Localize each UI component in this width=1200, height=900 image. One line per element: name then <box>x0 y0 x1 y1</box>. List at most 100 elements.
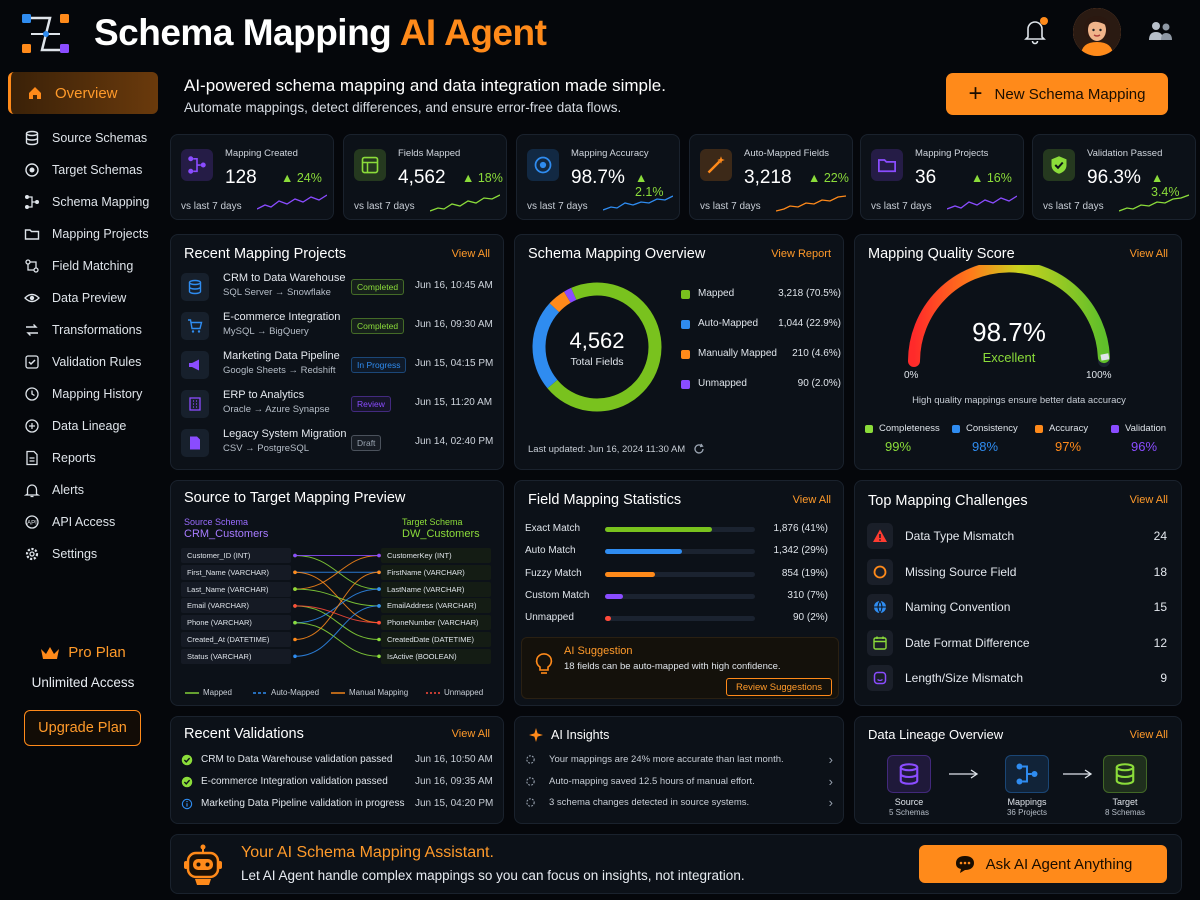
lineage-node-target[interactable]: Target 8 Schemas <box>1099 755 1151 817</box>
source-field[interactable]: Created_At (DATETIME) <box>181 632 291 647</box>
sidebar-item-overview[interactable]: Overview <box>8 72 158 114</box>
source-field[interactable]: Last_Name (VARCHAR) <box>181 581 291 597</box>
validation-row[interactable]: CRM to Data Warehouse validation passed J… <box>181 752 493 770</box>
sidebar-item-reports[interactable]: Reports <box>8 442 158 474</box>
lineage-node-mappings[interactable]: Mappings 36 Projects <box>1001 755 1053 817</box>
insight-row[interactable]: 3 schema changes detected in source syst… <box>525 795 837 813</box>
stat-card-mapping-created[interactable]: Mapping Created 128 ▲ 24% vs last 7 days <box>170 134 334 220</box>
field-stat-label: Auto Match <box>525 545 576 557</box>
source-schema-name: CRM_Customers <box>184 528 269 540</box>
quality-view-all-link[interactable]: View All <box>1129 248 1168 260</box>
project-row[interactable]: Marketing Data Pipeline Google Sheets → R… <box>181 347 493 383</box>
project-row[interactable]: CRM to Data Warehouse SQL Server → Snowfl… <box>181 269 493 305</box>
user-avatar[interactable] <box>1073 8 1121 56</box>
quality-note: High quality mappings ensure better data… <box>912 395 1126 406</box>
field-stat-track <box>605 616 755 622</box>
ai-insights-title: AI Insights <box>551 728 610 742</box>
donut-slice-manually-mapped <box>549 291 571 313</box>
sidebar-item-alerts[interactable]: Alerts <box>8 474 158 506</box>
mapping-lines <box>293 553 381 659</box>
review-suggestions-button[interactable]: Review Suggestions <box>726 678 832 696</box>
view-report-link[interactable]: View Report <box>771 248 831 260</box>
notification-bell-icon[interactable] <box>1020 16 1050 46</box>
legend-auto-mapped: Auto-Mapped 1,044 (22.9%) <box>681 317 841 333</box>
challenge-row[interactable]: Length/Size Mismatch 9 <box>867 665 1167 692</box>
stat-card-auto-mapped-fields[interactable]: Auto-Mapped Fields 3,218 ▲ 22% vs last 7 da… <box>689 134 853 220</box>
chevron-right-icon[interactable]: › <box>828 773 833 789</box>
sidebar-item-schema-mapping[interactable]: Schema Mapping <box>8 186 158 218</box>
refresh-icon[interactable] <box>693 443 705 455</box>
map-legend-manual-mapping: Manual Mapping <box>331 688 408 697</box>
source-field[interactable]: Status (VARCHAR) <box>181 648 291 664</box>
report-icon <box>26 450 38 466</box>
target-field[interactable]: EmailAddress (VARCHAR) <box>381 598 491 614</box>
source-field[interactable]: Email (VARCHAR) <box>181 598 291 614</box>
challenge-row[interactable]: Missing Source Field 18 <box>867 558 1167 585</box>
validation-row[interactable]: E-commerce Integration validation passed… <box>181 774 493 792</box>
sidebar-item-field-matching[interactable]: Field Matching <box>8 250 158 282</box>
sparkline <box>430 194 500 212</box>
sidebar-item-api-access[interactable]: API API Access <box>8 506 158 538</box>
sidebar-item-validation-rules[interactable]: Validation Rules <box>8 346 158 378</box>
stat-card-mapping-accuracy[interactable]: Mapping Accuracy 98.7% ▲ 2.1% vs last 7 day… <box>516 134 680 220</box>
stat-card-mapping-projects[interactable]: Mapping Projects 36 ▲ 16% vs last 7 days <box>860 134 1024 220</box>
legend-label: Unmapped <box>444 688 484 697</box>
validation-name: CRM to Data Warehouse validation passed <box>201 754 393 765</box>
challenge-row[interactable]: Naming Convention 15 <box>867 594 1167 621</box>
field-stat-label: Exact Match <box>525 523 581 534</box>
target-field[interactable]: CreatedDate (DATETIME) <box>381 632 491 647</box>
metric-value: 96% <box>1131 439 1158 454</box>
hero-subtitle: Automate mappings, detect differences, a… <box>184 100 622 115</box>
project-row[interactable]: Legacy System Migration CSV → PostgreSQL D… <box>181 425 493 461</box>
sidebar-item-label: Source Schemas <box>52 131 148 145</box>
challenge-row[interactable]: Data Type Mismatch 24 <box>867 523 1167 549</box>
project-row[interactable]: ERP to Analytics Oracle → Azure Synapse Re… <box>181 386 492 422</box>
source-field[interactable]: Customer_ID (INT) <box>181 548 291 563</box>
validations-view-all-link[interactable]: View All <box>451 728 490 740</box>
field-stat-bar <box>605 527 712 532</box>
projects-view-all-link[interactable]: View All <box>451 248 490 260</box>
validations-title: Recent Validations <box>184 726 304 742</box>
project-row[interactable]: E-commerce Integration MySQL → BigQuery Co… <box>181 308 493 344</box>
sidebar-item-data-lineage[interactable]: Data Lineage <box>8 410 158 442</box>
new-schema-mapping-button[interactable]: + New Schema Mapping <box>946 73 1168 115</box>
plan-name: Pro Plan <box>68 644 126 661</box>
stat-card-validation-passed[interactable]: Validation Passed 96.3% ▲ 3.4% vs last 7 da… <box>1032 134 1196 220</box>
insight-row[interactable]: Your mappings are 24% more accurate than… <box>525 752 837 770</box>
source-field[interactable]: Phone (VARCHAR) <box>181 615 291 631</box>
chevron-right-icon[interactable]: › <box>828 795 833 810</box>
project-icon-box <box>181 351 209 379</box>
target-field[interactable]: FirstName (VARCHAR) <box>381 564 491 580</box>
field-stat-bar <box>605 571 655 577</box>
assistant-title: Your AI Schema Mapping Assistant. <box>241 844 494 861</box>
sidebar-item-data-preview[interactable]: Data Preview <box>8 282 158 314</box>
lineage-view-all-link[interactable]: View All <box>1129 729 1168 741</box>
ask-ai-agent-button[interactable]: Ask AI Agent Anything <box>919 845 1167 883</box>
insight-row[interactable]: Auto-mapping saved 12.5 hours of manual … <box>525 774 837 792</box>
chevron-right-icon[interactable]: › <box>828 752 833 767</box>
mapping-line <box>294 605 380 657</box>
stat-card-fields-mapped[interactable]: Fields Mapped 4,562 ▲ 18% vs last 7 days <box>343 134 507 220</box>
challenge-row[interactable]: Date Format Difference 12 <box>867 629 1167 656</box>
sidebar-item-mapping-history[interactable]: Mapping History <box>8 378 158 410</box>
target-field[interactable]: PhoneNumber (VARCHAR) <box>381 615 491 631</box>
insight-dot-icon <box>526 755 535 764</box>
target-field[interactable]: CustomerKey (INT) <box>381 548 491 563</box>
legend-label: Unmapped <box>698 378 747 389</box>
sidebar-item-source-schemas[interactable]: Source Schemas <box>8 122 158 154</box>
team-icon[interactable] <box>1147 18 1175 44</box>
sidebar-item-mapping-projects[interactable]: Mapping Projects <box>8 218 158 250</box>
sidebar-item-target-schemas[interactable]: Target Schemas <box>8 154 158 186</box>
validation-row[interactable]: Marketing Data Pipeline validation in pr… <box>181 796 493 814</box>
source-field[interactable]: First_Name (VARCHAR) <box>181 564 291 580</box>
target-field[interactable]: LastName (VARCHAR) <box>381 581 491 597</box>
target-field[interactable]: IsActive (BOOLEAN) <box>381 648 491 664</box>
upgrade-plan-button[interactable]: Upgrade Plan <box>24 710 141 746</box>
recent-validations-panel: Recent Validations View All CRM to Data … <box>170 716 504 824</box>
sidebar-item-settings[interactable]: Settings <box>8 538 158 570</box>
challenges-view-all-link[interactable]: View All <box>1129 494 1168 506</box>
field-stats-view-all-link[interactable]: View All <box>792 494 831 506</box>
metric-header: Consistency <box>952 423 1032 434</box>
sidebar-item-transformations[interactable]: Transformations <box>8 314 158 346</box>
lineage-node-source[interactable]: Source 5 Schemas <box>883 755 935 817</box>
